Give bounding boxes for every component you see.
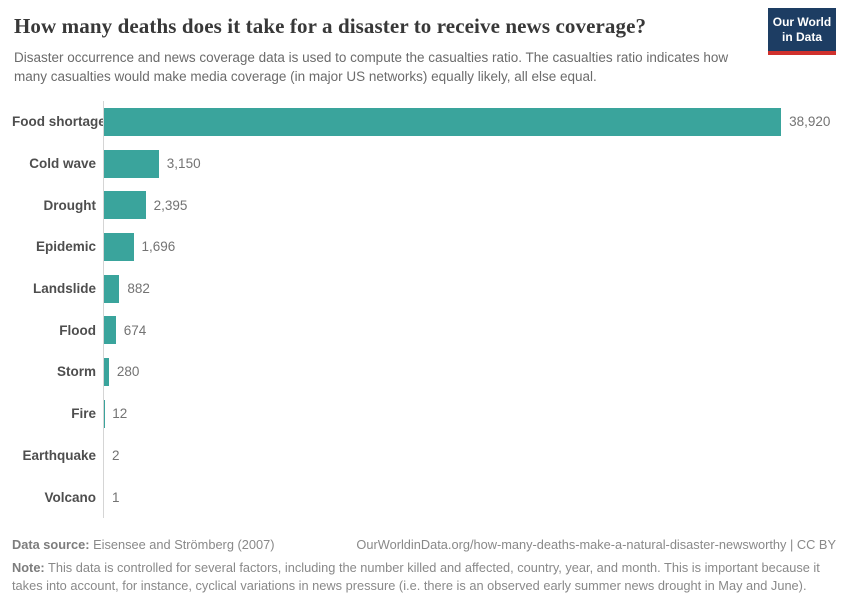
category-label: Epidemic xyxy=(35,239,96,255)
bar xyxy=(104,107,782,136)
footnote: Note: This data is controlled for severa… xyxy=(12,559,836,595)
value-label: 38,920 xyxy=(789,114,831,130)
footnote-label: Note: xyxy=(12,559,45,575)
chart-subtitle: Disaster occurrence and news coverage da… xyxy=(14,50,729,84)
bar-track: 38,920 xyxy=(103,101,836,143)
chart-row: Earthquake 2 xyxy=(12,434,836,477)
bar-track: 2,395 xyxy=(103,184,836,227)
value-label: 3,150 xyxy=(166,156,201,172)
chart-row: Volcano 1 xyxy=(12,476,836,518)
logo-text-line1: Our World xyxy=(772,15,832,29)
category-label: Storm xyxy=(56,364,96,380)
chart-row: Drought 2,395 xyxy=(12,184,836,227)
value-label: 1,696 xyxy=(141,239,176,255)
chart-header: How many deaths does it take for a disas… xyxy=(12,8,836,86)
logo-text-line2: in Data xyxy=(781,30,822,44)
page-title: How many deaths does it take for a disas… xyxy=(14,14,647,38)
value-label: 674 xyxy=(123,322,147,338)
chart-row: Cold wave 3,150 xyxy=(12,142,836,185)
bar xyxy=(104,191,146,220)
bar-track: 12 xyxy=(103,392,836,435)
bar-track: 1,696 xyxy=(103,226,836,268)
chart-row: Landslide 882 xyxy=(12,267,836,310)
chart-rows: Food shortage 38,920 Cold wave 3,150 Drought… xyxy=(12,101,836,518)
data-source: Data source: Eisensee and Strömberg (200… xyxy=(12,537,274,552)
owid-link: OurWorldinData.org/how-many-deaths-make-… xyxy=(356,536,836,552)
category-label: Flood xyxy=(59,322,96,338)
category-label: Landslide xyxy=(32,281,96,297)
chart-row: Epidemic 1,696 xyxy=(12,226,836,268)
bar-track: 280 xyxy=(103,351,836,393)
owid-logo: Our World in Data xyxy=(768,8,836,55)
chart-row: Flood 674 xyxy=(12,309,836,352)
data-source-label: Data source: xyxy=(12,536,90,552)
bar-track: 2 xyxy=(103,434,836,477)
bar xyxy=(104,316,116,345)
bar-track: 882 xyxy=(103,267,836,310)
chart-footer: Data source: Eisensee and Strömberg (200… xyxy=(12,537,836,595)
footnote-text: This data is controlled for several fact… xyxy=(12,559,820,593)
value-label: 12 xyxy=(112,406,128,422)
chart-row: Storm 280 xyxy=(12,351,836,393)
category-label: Fire xyxy=(71,406,96,422)
data-source-text: Eisensee and Strömberg (2007) xyxy=(89,536,275,552)
bar-track: 3,150 xyxy=(103,142,836,185)
bar xyxy=(104,232,134,261)
value-label: 2 xyxy=(112,447,120,463)
category-label: Food shortage xyxy=(12,114,106,130)
category-label: Earthquake xyxy=(22,447,96,463)
value-label: 1 xyxy=(112,489,120,505)
bar-track: 674 xyxy=(103,309,836,352)
value-label: 882 xyxy=(127,281,150,297)
source-line: Data source: Eisensee and Strömberg (200… xyxy=(12,537,836,552)
value-label: 2,395 xyxy=(153,197,188,213)
bar xyxy=(104,149,159,178)
category-label: Cold wave xyxy=(29,156,96,172)
bar-chart: Food shortage 38,920 Cold wave 3,150 Drought… xyxy=(12,101,836,518)
chart-row: Fire 12 xyxy=(12,392,836,435)
bar xyxy=(104,274,120,303)
bar-track: 1 xyxy=(103,476,836,518)
bar xyxy=(104,357,109,386)
category-label: Drought xyxy=(43,197,96,213)
category-label: Volcano xyxy=(44,489,96,505)
chart-row: Food shortage 38,920 xyxy=(12,101,836,143)
value-label: 280 xyxy=(116,364,140,380)
